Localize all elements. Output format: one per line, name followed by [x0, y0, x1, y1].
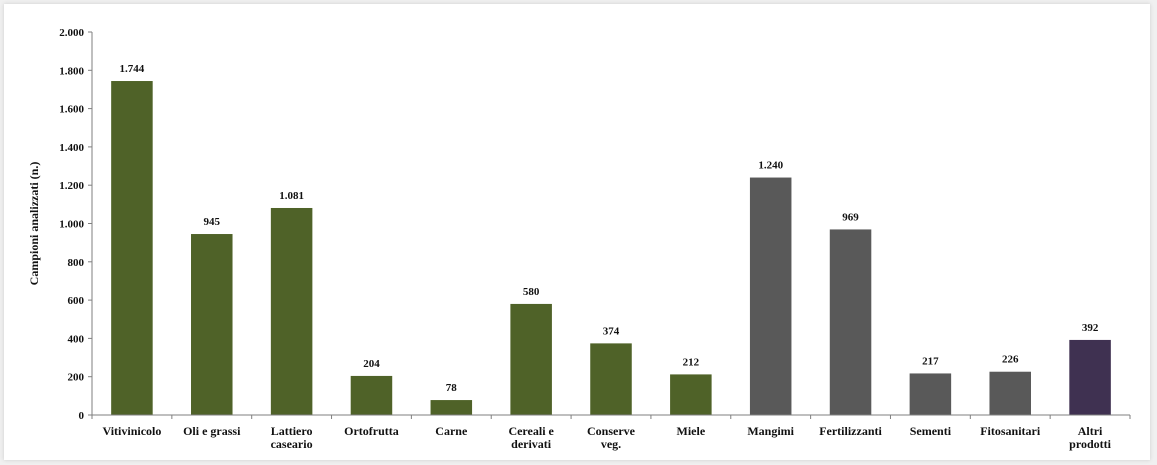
x-category-label: Mangimi — [747, 424, 794, 438]
bars: 1.744 945 1.081 204 78 580 374 212 1.240 969 217 22… — [111, 63, 1111, 416]
bar-value-label: 1.744 — [120, 63, 145, 75]
bar-value-label: 969 — [842, 211, 859, 223]
bar — [1069, 339, 1111, 415]
y-tick-label: 200 — [68, 372, 85, 384]
bar — [430, 400, 473, 415]
y-tick-label: 1.000 — [59, 219, 84, 231]
bar-value-label: 212 — [683, 356, 700, 368]
y-tick-label: 800 — [68, 257, 85, 269]
bar-value-label: 78 — [446, 382, 458, 394]
bar — [350, 375, 393, 415]
chart-panel: 0 200 400 600 800 1.000 1.200 1.400 1.600 1.800 2.… — [4, 4, 1150, 460]
y-tick-label: 1.800 — [59, 65, 84, 77]
y-tick-label: 600 — [68, 295, 85, 307]
bar-value-label: 945 — [204, 216, 221, 228]
y-tick-label: 2.000 — [59, 27, 84, 39]
x-category-label: Oli e grassi — [183, 424, 241, 438]
bar-value-label: 374 — [603, 325, 620, 337]
x-category-label: Cereali e derivati — [508, 424, 554, 451]
bar — [670, 374, 712, 415]
bar — [829, 229, 872, 415]
y-tick-label: 0 — [79, 410, 85, 422]
bar-value-label: 580 — [523, 286, 540, 298]
bar — [270, 207, 313, 415]
x-category-label: Altri prodotti — [1069, 424, 1111, 451]
bar — [749, 177, 792, 415]
y-tick-label: 1.400 — [59, 142, 84, 154]
bar-chart: 0 200 400 600 800 1.000 1.200 1.400 1.600 1.800 2.… — [27, 27, 1131, 451]
bar-value-label: 1.240 — [758, 160, 783, 172]
y-tick-label: 1.600 — [59, 104, 84, 116]
x-category-label: Miele — [677, 424, 706, 438]
x-category-label: Vitivinicolo — [102, 424, 161, 438]
bar-value-label: 226 — [1002, 354, 1019, 366]
y-axis-title: Campioni analizzati (n.) — [27, 162, 41, 286]
bar — [111, 81, 153, 416]
y-tick-label: 1.200 — [59, 180, 84, 192]
bar — [191, 234, 233, 415]
bar — [510, 303, 552, 415]
bar — [909, 373, 952, 415]
bar — [989, 371, 1031, 415]
x-axis: Vitivinicolo Oli e grassi Lattiero caseario… — [91, 414, 1131, 451]
bar-value-label: 1.081 — [279, 190, 304, 202]
y-tick-label: 400 — [68, 333, 85, 345]
x-category-label: Carne — [435, 424, 468, 438]
x-category-label: Fitosanitari — [980, 424, 1041, 438]
x-category-label: Fertilizzanti — [819, 424, 882, 438]
y-axis: 0 200 400 600 800 1.000 1.200 1.400 1.600 1.800 2.… — [59, 27, 93, 422]
x-category-label: Lattiero caseario — [271, 424, 313, 451]
bar-value-label: 392 — [1082, 322, 1099, 334]
bar — [590, 343, 632, 415]
bar-value-label: 217 — [922, 355, 939, 367]
x-category-label: Ortofrutta — [344, 424, 399, 438]
x-category-label: Sementi — [910, 424, 952, 438]
x-category-label: Conserve veg. — [587, 424, 636, 451]
bar-value-label: 204 — [363, 358, 380, 370]
